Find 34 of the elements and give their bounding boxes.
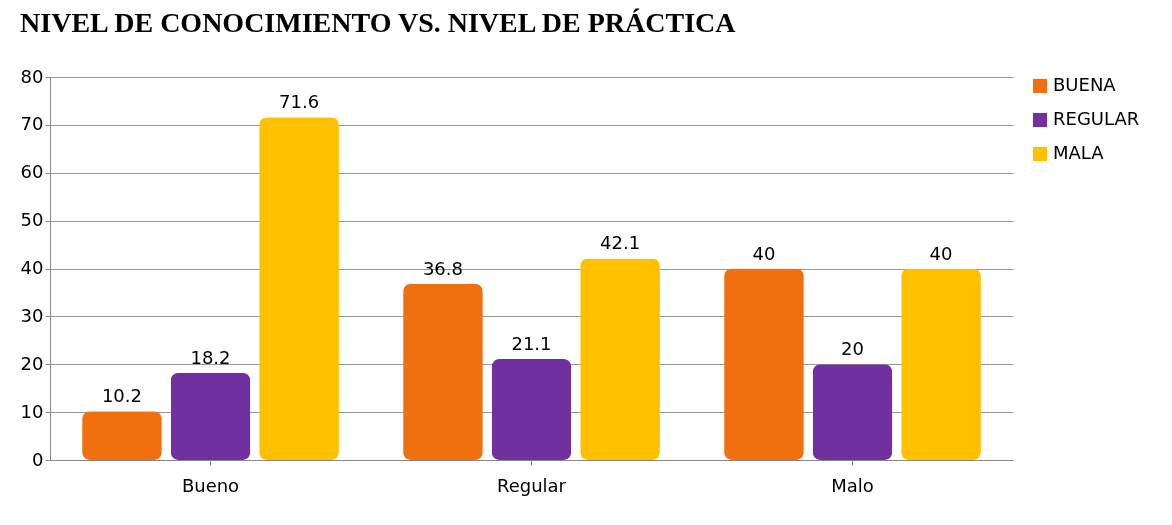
y-tick-label: 80: [20, 65, 44, 87]
data-label: 71.6: [279, 91, 320, 113]
data-label: 36.8: [422, 257, 463, 279]
x-tick-label: Regular: [496, 474, 567, 496]
data-label: 20: [841, 338, 864, 360]
bar: [82, 411, 162, 460]
bar: [259, 117, 339, 460]
data-label: 21.1: [511, 332, 552, 354]
y-tick-label: 30: [20, 304, 44, 326]
legend-label: MALA: [1053, 142, 1105, 163]
data-label: 40: [752, 242, 776, 264]
chart-title: NIVEL DE CONOCIMIENTO VS. NIVEL DE PRÁCTICA: [20, 7, 737, 38]
y-tick-label: 60: [20, 161, 44, 183]
bar: [491, 358, 572, 460]
y-tick-label: 0: [32, 448, 44, 470]
bar: [901, 268, 981, 460]
data-label: 40: [929, 242, 953, 264]
y-tick-label: 70: [20, 113, 44, 135]
bar: [724, 268, 804, 460]
y-tick-label: 20: [20, 352, 44, 374]
bar: [580, 258, 660, 460]
x-tick-label: Malo: [831, 474, 874, 496]
y-tick-label: 10: [20, 400, 44, 422]
y-tick-label: 50: [20, 209, 44, 231]
x-tick-label: Bueno: [181, 474, 240, 496]
legend-label: REGULAR: [1053, 108, 1140, 129]
bar: [812, 364, 893, 460]
legend-label: BUENA: [1053, 74, 1117, 95]
bar: [403, 283, 483, 460]
data-label: 42.1: [600, 232, 641, 254]
y-tick-label: 40: [20, 257, 44, 278]
data-label: 10.2: [101, 385, 142, 407]
data-label: 18.2: [190, 346, 231, 368]
bar: [170, 372, 251, 460]
